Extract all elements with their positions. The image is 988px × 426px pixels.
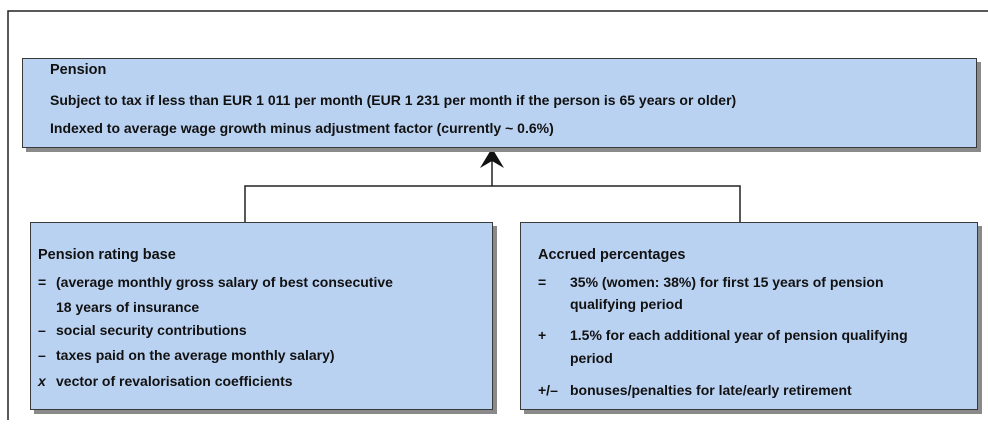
rating-base-box: [30, 222, 493, 410]
arrow-head: [480, 148, 504, 168]
frame: [7, 10, 988, 420]
item-line: 18 years of insurance: [56, 299, 200, 315]
symbol: +: [538, 327, 547, 343]
accrued-box: [520, 222, 978, 410]
box-line: Indexed to average wage growth minus adj…: [50, 120, 554, 136]
item-line: (average monthly gross salary of best co…: [56, 274, 393, 290]
symbol: =: [38, 274, 47, 290]
item-line: taxes paid on the average monthly salary…: [56, 347, 335, 363]
box-title: Pension: [50, 62, 107, 78]
item-line: 1.5% for each additional year of pension…: [570, 327, 908, 343]
item-line: 35% (women: 38%) for first 15 years of p…: [570, 274, 884, 290]
box-title: Pension rating base: [38, 247, 176, 263]
symbol: +/–: [538, 382, 558, 398]
item-line: qualifying period: [570, 296, 683, 312]
symbol: –: [38, 322, 46, 338]
box-line: Subject to tax if less than EUR 1 011 pe…: [50, 92, 737, 108]
item-line: period: [570, 350, 613, 366]
item-line: vector of revalorisation coefficients: [56, 373, 293, 389]
item-line: bonuses/penalties for late/early retirem…: [570, 382, 852, 398]
item-line: social security contributions: [56, 322, 247, 338]
symbol: –: [38, 347, 46, 363]
pension-box: [22, 58, 977, 148]
symbol: x: [38, 373, 46, 389]
symbol: =: [538, 274, 547, 290]
box-title: Accrued percentages: [538, 247, 686, 263]
connector: [244, 185, 741, 222]
